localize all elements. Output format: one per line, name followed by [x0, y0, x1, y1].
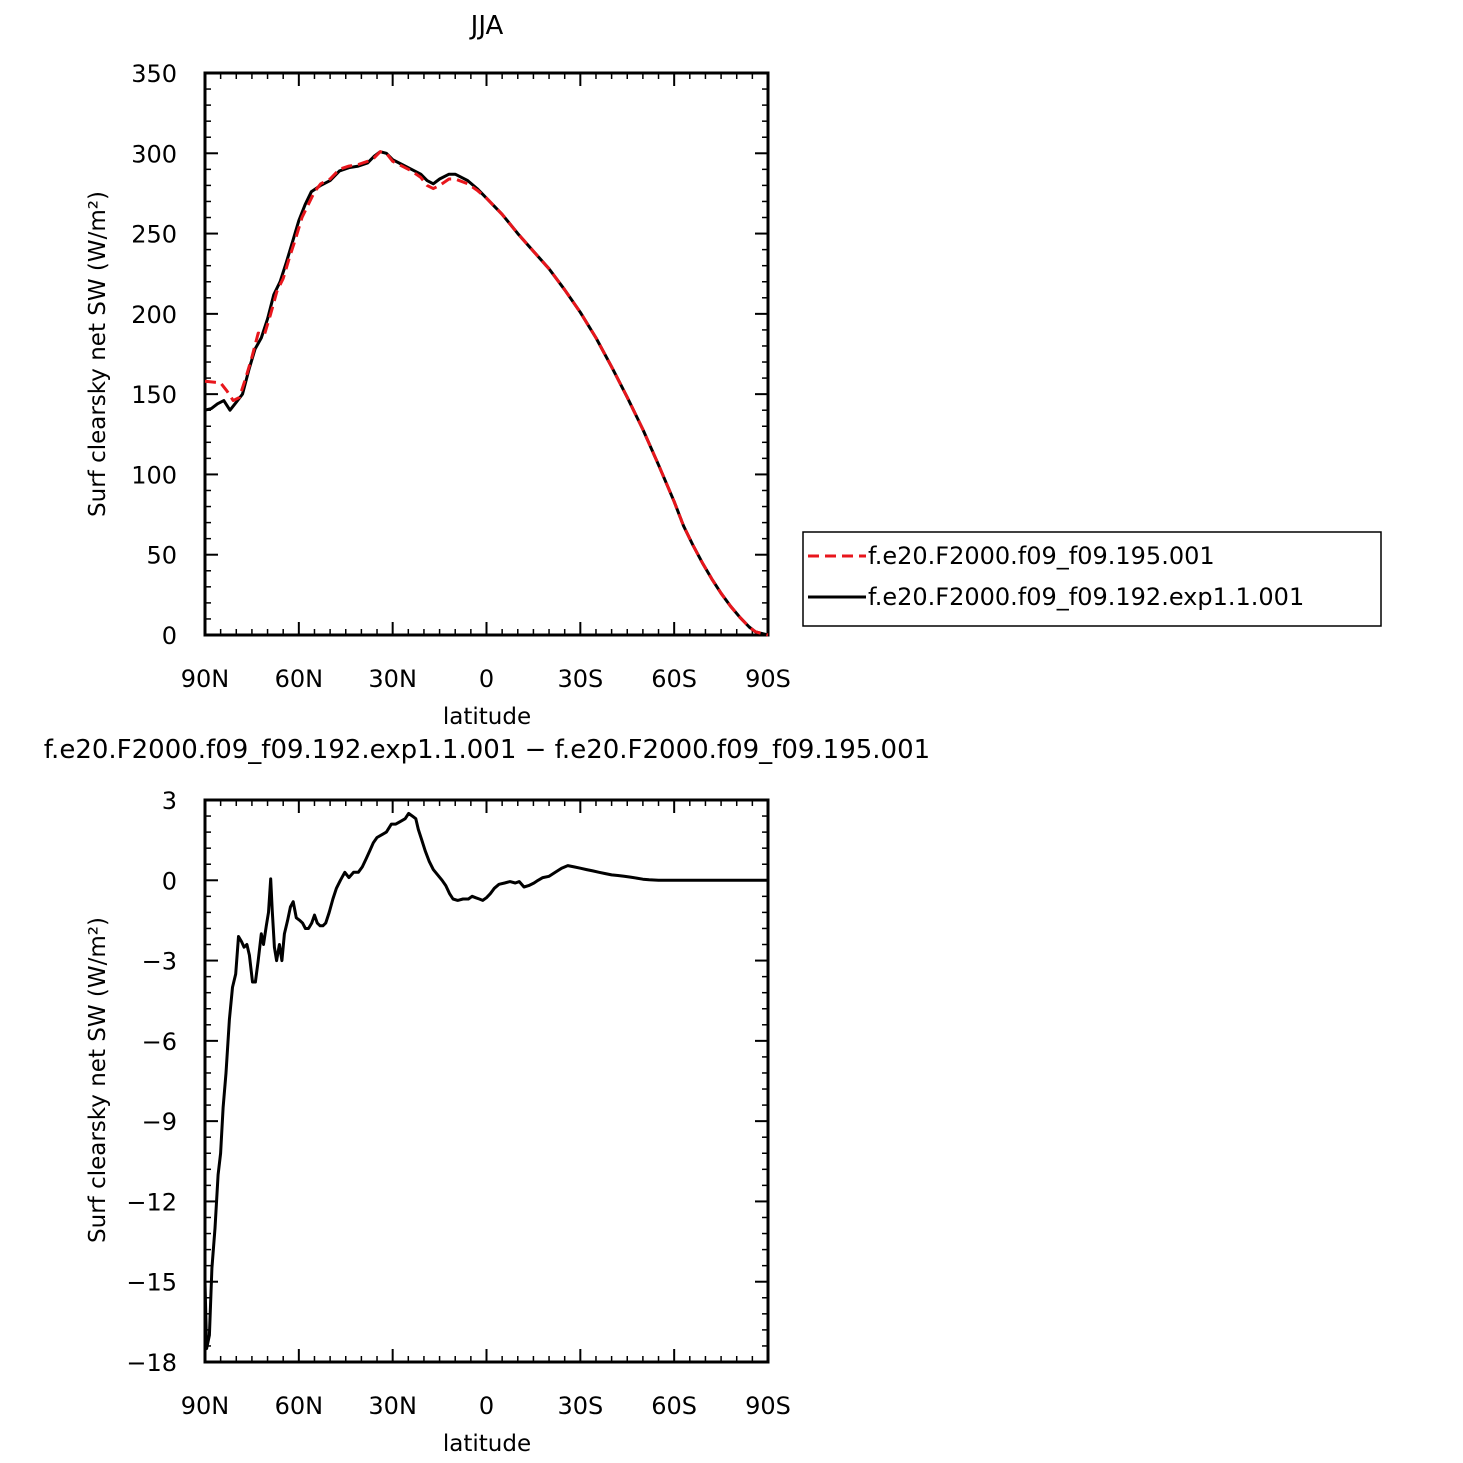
top-series-line-0 [204, 150, 769, 637]
top-axis-ticks [204, 72, 769, 636]
top-x-tick-label: 30N [368, 665, 417, 693]
top-chart-title: JJA [469, 11, 504, 41]
top-legend: f.e20.F2000.f09_f09.195.001 f.e20.F2000.… [802, 531, 1382, 627]
top-x-tick-label: 60S [651, 665, 697, 693]
bottom-x-tick-label: 60N [275, 1392, 324, 1420]
top-x-tick-label: 90S [745, 665, 791, 693]
top-y-tick-label: 100 [131, 461, 177, 489]
top-y-tick-labels: 0 50 100 150 200 250 300 350 [131, 60, 177, 650]
bottom-x-tick-label: 90S [745, 1392, 791, 1420]
bottom-x-tick-label: 30N [368, 1392, 417, 1420]
bottom-x-tick-label: 90N [181, 1392, 230, 1420]
top-plot-frame [203, 71, 770, 637]
top-y-axis-label: Surf clearsky net SW (W/m²) [85, 191, 111, 517]
bottom-y-tick-label: −6 [142, 1028, 177, 1056]
bottom-chart-panel: f.e20.F2000.f09_f09.192.exp1.1.001 − f.e… [44, 735, 930, 1457]
bottom-x-tick-label: 30S [557, 1392, 603, 1420]
bottom-x-tick-labels: 90N 60N 30N 0 30S 60S 90S [181, 1392, 791, 1420]
bottom-plot-frame [203, 798, 770, 1364]
bottom-y-tick-label: −12 [126, 1188, 177, 1216]
bottom-y-tick-label: −3 [142, 948, 177, 976]
bottom-y-axis-label: Surf clearsky net SW (W/m²) [85, 917, 111, 1243]
top-x-tick-label: 90N [181, 665, 230, 693]
top-y-tick-label: 300 [131, 140, 177, 168]
bottom-series-line-0 [203, 811, 768, 1351]
top-chart-panel: JJA 0 50 100 150 200 250 300 350 90N 60N 30N 0 30S 6… [85, 11, 1382, 730]
bottom-x-axis-label: latitude [443, 1431, 531, 1457]
top-y-tick-label: 0 [162, 622, 177, 650]
bottom-x-tick-label: 60S [651, 1392, 697, 1420]
bottom-y-tick-label: −18 [126, 1349, 177, 1377]
top-x-tick-label: 60N [275, 665, 324, 693]
bottom-x-tick-label: 0 [479, 1392, 494, 1420]
top-y-tick-label: 200 [131, 301, 177, 329]
bottom-y-tick-label: −15 [126, 1269, 177, 1297]
top-x-tick-label: 0 [479, 665, 494, 693]
top-y-tick-label: 150 [131, 381, 177, 409]
bottom-chart-title: f.e20.F2000.f09_f09.192.exp1.1.001 − f.e… [44, 735, 930, 765]
top-x-axis-label: latitude [443, 704, 531, 730]
legend-label-1: f.e20.F2000.f09_f09.192.exp1.1.001 [868, 583, 1304, 611]
bottom-y-tick-label: 0 [162, 867, 177, 895]
top-y-tick-label: 50 [146, 542, 177, 570]
top-series-lines [204, 150, 769, 637]
bottom-y-tick-labels: −18 −15 −12 −9 −6 −3 0 3 [126, 787, 177, 1377]
bottom-series-lines [203, 811, 768, 1351]
top-y-tick-label: 350 [131, 60, 177, 88]
legend-box [802, 531, 1382, 627]
top-series-line-1 [204, 150, 769, 637]
bottom-y-tick-label: 3 [162, 787, 177, 815]
top-y-tick-label: 250 [131, 221, 177, 249]
top-x-tick-label: 30S [557, 665, 603, 693]
bottom-y-tick-label: −9 [142, 1108, 177, 1136]
bottom-axis-ticks [204, 799, 769, 1363]
top-x-tick-labels: 90N 60N 30N 0 30S 60S 90S [181, 665, 791, 693]
legend-label-0: f.e20.F2000.f09_f09.195.001 [868, 542, 1215, 570]
